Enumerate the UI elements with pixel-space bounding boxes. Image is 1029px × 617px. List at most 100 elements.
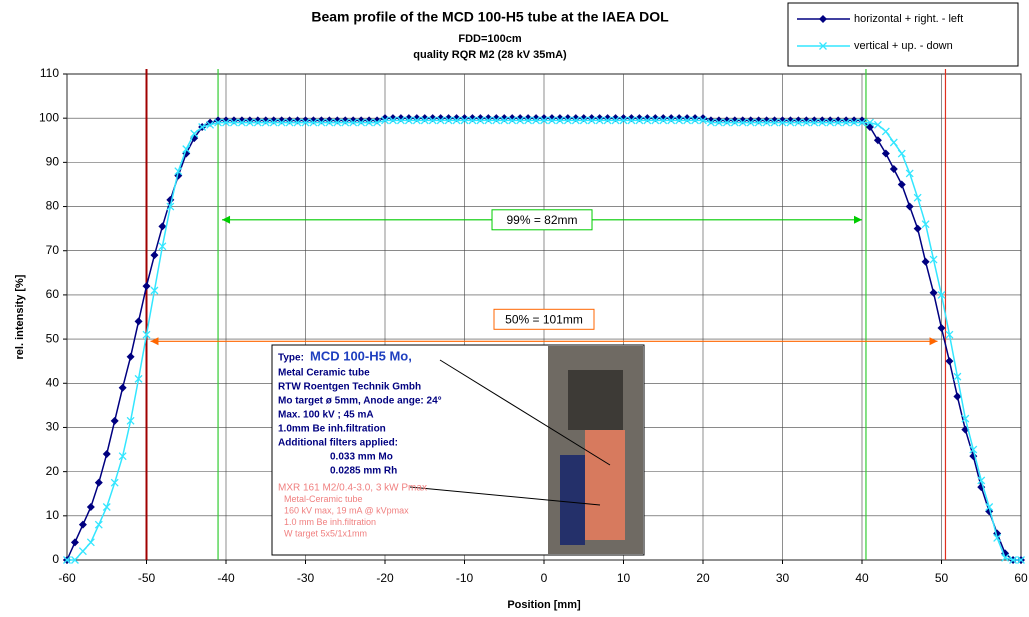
data-point: [619, 116, 628, 125]
x-tick-label: 0: [541, 571, 548, 585]
data-point: [190, 129, 199, 138]
data-point: [158, 242, 167, 251]
data-point: [563, 116, 572, 125]
data-point: [428, 116, 437, 125]
data-point: [929, 255, 938, 264]
data-point: [532, 116, 541, 125]
photo-detail: [585, 430, 625, 540]
data-point: [444, 116, 453, 125]
data-point: [937, 290, 946, 299]
data-point: [70, 538, 79, 547]
data-point: [881, 149, 890, 158]
data-point: [889, 164, 898, 173]
inset-note: W target 5x5/1x1mm: [284, 528, 367, 538]
data-point: [222, 118, 230, 127]
data-point: [571, 116, 580, 125]
data-point: [150, 251, 159, 260]
x-tick-label: -20: [376, 571, 394, 585]
data-point: [770, 118, 779, 127]
y-tick-label: 30: [46, 420, 60, 434]
data-point: [182, 145, 191, 154]
data-point: [134, 317, 143, 326]
data-point: [309, 118, 318, 127]
data-point: [86, 502, 95, 511]
data-point: [897, 149, 906, 158]
data-point: [261, 118, 270, 127]
inset-note: MXR 161 M2/0.4-3.0, 3 kW Pmax: [278, 483, 427, 494]
data-point: [826, 118, 835, 127]
plot-area: 99% = 82mm 50% = 101mm: [63, 69, 1025, 564]
legend-label: horizontal + right. - left: [854, 13, 963, 25]
x-tick-label: -10: [456, 571, 474, 585]
data-point: [237, 118, 246, 127]
data-point: [555, 116, 564, 125]
data-point: [460, 116, 469, 125]
data-point: [762, 118, 771, 127]
data-point: [492, 116, 501, 125]
y-tick-label: 50: [46, 331, 60, 345]
data-point: [651, 116, 660, 125]
data-point: [683, 116, 692, 125]
data-point: [110, 416, 119, 425]
data-point: [706, 118, 715, 127]
y-tick-label: 80: [46, 199, 60, 213]
data-point: [524, 116, 533, 125]
data-point: [579, 116, 588, 125]
callout-line: [409, 486, 601, 506]
data-point: [500, 116, 509, 125]
data-point: [70, 556, 79, 564]
y-tick-label: 90: [46, 155, 60, 169]
chart-title: Beam profile of the MCD 100-H5 tube at t…: [311, 9, 669, 25]
data-point: [611, 116, 620, 125]
arrow-head: [929, 337, 938, 346]
chart-subtitle: FDD=100cm: [458, 33, 522, 45]
data-point: [436, 116, 445, 125]
data-point: [317, 118, 326, 127]
data-point: [404, 116, 413, 125]
inset-line: 0.0285 mm Rh: [330, 466, 397, 477]
data-point: [858, 118, 866, 127]
data-point: [412, 116, 421, 125]
y-tick-label: 110: [40, 66, 59, 80]
inset-line: Max. 100 kV ; 45 mA: [278, 410, 374, 421]
data-point: [969, 445, 978, 454]
data-point: [659, 116, 668, 125]
inset-note: 1.0 mm Be inh.filtration: [284, 517, 376, 527]
callout-line: [439, 359, 611, 466]
data-point: [778, 118, 787, 127]
inset-note: 160 kV max, 19 mA @ kVpmax: [284, 505, 409, 515]
data-point: [929, 288, 938, 297]
data-point: [961, 414, 970, 423]
data-point: [365, 118, 374, 127]
data-point: [587, 116, 596, 125]
data-point: [1001, 553, 1010, 562]
data-point: [977, 476, 986, 485]
inset-note: Metal-Ceramic tube: [284, 494, 363, 504]
data-point: [714, 118, 723, 127]
data-point: [293, 118, 302, 127]
data-point: [94, 520, 103, 529]
inset-line: RTW Roentgen Technik Gmbh: [278, 382, 421, 393]
y-tick-label: 60: [46, 287, 60, 301]
data-point: [269, 118, 278, 127]
data-point: [452, 116, 461, 125]
annotation-box: [493, 308, 595, 330]
data-point: [150, 286, 159, 295]
data-point: [245, 118, 254, 127]
data-point: [142, 330, 151, 339]
data-point: [802, 118, 811, 127]
data-point: [349, 118, 358, 127]
data-point: [913, 193, 922, 202]
data-point: [468, 116, 477, 125]
data-point: [937, 324, 946, 333]
data-point: [476, 116, 485, 125]
data-point: [102, 503, 111, 511]
data-point: [134, 374, 143, 383]
data-point: [691, 116, 700, 125]
data-point: [229, 118, 238, 127]
photo-detail: [568, 370, 623, 430]
data-point: [174, 167, 183, 176]
data-point: [126, 416, 135, 425]
legend-label: vertical + up. - down: [854, 40, 953, 52]
data-point: [643, 116, 652, 125]
